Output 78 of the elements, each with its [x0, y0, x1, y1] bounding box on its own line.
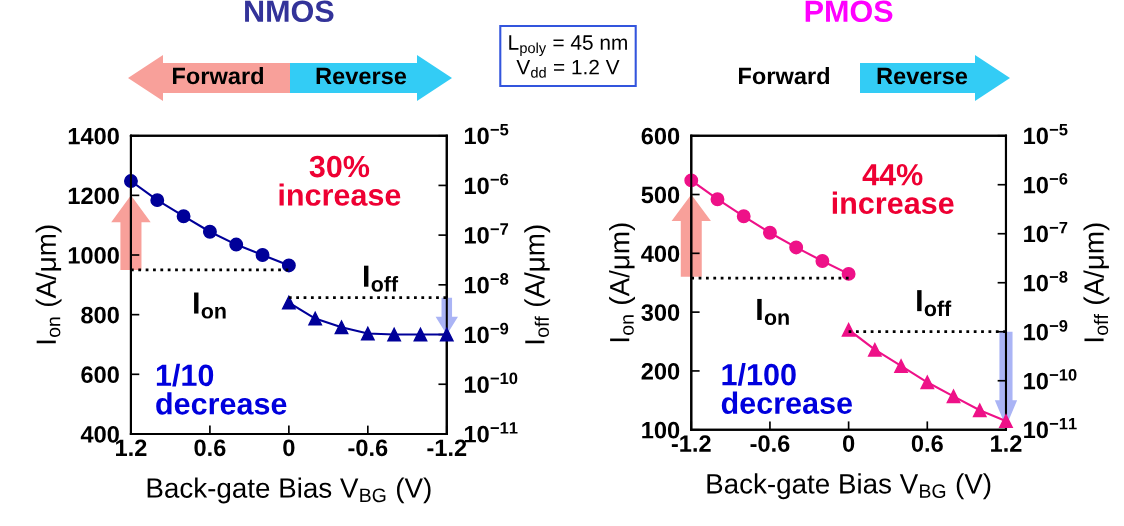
- x-tick-label: 0.6: [911, 435, 943, 452]
- y2-tick-label: 10$^{−9}$: [1024, 319, 1068, 341]
- point: [841, 322, 856, 337]
- y2-tick-label: 10$^{−5}$: [1024, 123, 1068, 145]
- y-axis-title: I$_{on}$ (A/μm): [609, 223, 635, 342]
- y-tick-label: 200: [641, 363, 680, 380]
- point: [176, 209, 191, 224]
- point: [841, 266, 856, 281]
- y2-tick-label: 10$^{−5}$: [464, 123, 509, 145]
- point: [762, 225, 777, 240]
- chart-title: PMOS: [805, 0, 893, 23]
- x-axis-title: Back-gate Bias V$_{BG}$ (V): [707, 473, 991, 500]
- annotation: 1/100 decrease: [721, 363, 852, 414]
- y2-axis-title: I$_{off}$ (A/μm): [1083, 223, 1110, 342]
- annotation: I$_{on}$: [757, 298, 789, 326]
- y-tick-label: 1200: [68, 187, 119, 205]
- y-tick-label: 300: [641, 304, 680, 321]
- y2-tick-label: 10$^{−10}$: [464, 372, 518, 393]
- point: [710, 192, 725, 207]
- point: [920, 375, 935, 390]
- y2-tick-label: 10$^{−6}$: [1024, 172, 1068, 194]
- point: [387, 327, 402, 342]
- y2-tick-label: 10$^{−10}$: [1024, 368, 1077, 390]
- x-axis-title: Back-gate Bias V$_{BG}$ (V): [147, 477, 431, 504]
- text: L$_{poly}$ = 45 nm V$_{dd}$ = 1.2 V: [509, 35, 627, 78]
- annotation: 30% increase: [279, 155, 401, 206]
- annotation: 1/10 decrease: [156, 363, 287, 415]
- y-tick-label: 600: [641, 127, 680, 145]
- y-tick-label: 1000: [68, 247, 119, 264]
- x-tick-label: 1.2: [991, 435, 1022, 452]
- point: [202, 224, 217, 239]
- point: [229, 237, 244, 252]
- point: [255, 248, 270, 262]
- x-tick-label: -1.2: [427, 439, 467, 456]
- text: Forward: [173, 67, 264, 85]
- y-tick-label: 500: [641, 186, 680, 204]
- point: [439, 327, 454, 342]
- text: Reverse: [316, 67, 407, 85]
- point: [150, 193, 165, 208]
- y-axis-title: I$_{on}$ (A/μm): [35, 225, 62, 344]
- y2-tick-label: 10$^{−11}$: [464, 422, 518, 443]
- text: Reverse: [877, 67, 968, 85]
- annotation: I$_{off}$: [364, 265, 399, 292]
- x-tick-label: 0: [283, 439, 295, 457]
- y2-tick-label: 10$^{−8}$: [464, 273, 509, 294]
- point: [281, 258, 296, 273]
- annotation: 44% increase: [832, 163, 954, 215]
- point: [736, 209, 751, 224]
- annotation: I$_{on}$: [194, 292, 226, 319]
- y-tick-label: 800: [81, 306, 119, 324]
- point: [789, 240, 804, 255]
- point: [360, 326, 375, 341]
- annotation: I$_{off}$: [917, 290, 952, 317]
- point: [946, 389, 961, 404]
- point: [972, 403, 987, 418]
- y2-tick-label: 10$^{−11}$: [1024, 417, 1077, 439]
- y2-tick-label: 10$^{−8}$: [1024, 270, 1068, 292]
- y-tick-label: 600: [81, 366, 119, 384]
- y-tick-label: 400: [641, 245, 680, 263]
- y2-axis-title: I$_{off}$ (A/μm): [524, 225, 551, 344]
- y2-tick-label: 10$^{−6}$: [464, 173, 509, 195]
- chart-title: NMOS: [245, 0, 334, 23]
- y2-tick-label: 10$^{−7}$: [464, 223, 509, 244]
- point: [281, 295, 296, 310]
- point: [894, 359, 909, 373]
- point: [334, 320, 349, 335]
- y-tick-label: 1400: [68, 127, 119, 145]
- point: [308, 311, 323, 326]
- y2-tick-label: 10$^{−7}$: [1024, 221, 1068, 243]
- point: [413, 327, 428, 342]
- point: [815, 254, 830, 268]
- x-tick-label: -0.6: [750, 435, 790, 452]
- x-tick-label: 0: [842, 435, 855, 452]
- text: Forward: [739, 67, 830, 85]
- y2-tick-label: 10$^{−9}$: [464, 322, 509, 344]
- x-tick-label: -0.6: [348, 439, 388, 457]
- x-tick-label: 0.6: [194, 439, 226, 457]
- point: [867, 342, 882, 357]
